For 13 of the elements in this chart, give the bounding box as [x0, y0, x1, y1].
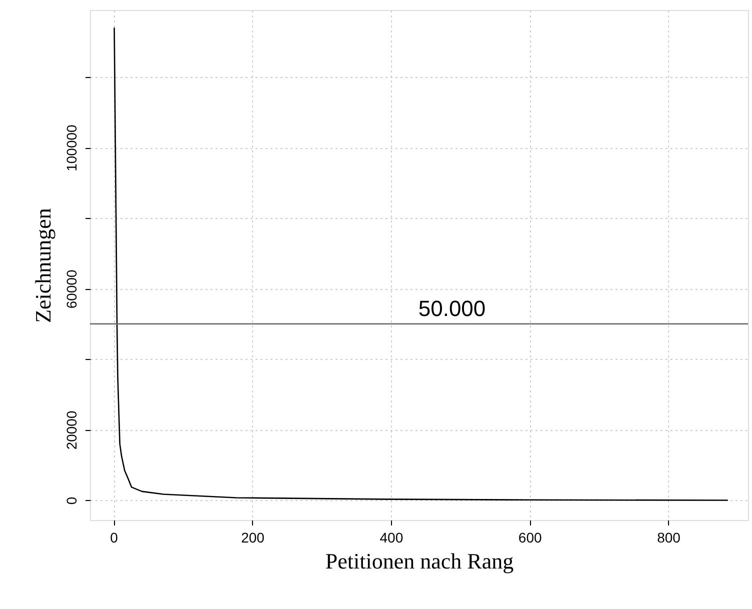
x-tick-label: 0 [110, 530, 118, 546]
y-tick-label: 60000 [64, 269, 80, 309]
x-axis-title: Petitionen nach Rang [325, 548, 514, 574]
ref-line-label: 50.000 [418, 296, 486, 321]
line-series [114, 26, 729, 501]
y-axis-title: Zeichnungen [30, 208, 56, 323]
y-tick-label: 100000 [64, 124, 80, 172]
x-tick-label: 200 [241, 530, 265, 546]
y-tick-label: 20000 [64, 410, 80, 450]
x-tick-label: 600 [518, 530, 542, 546]
x-tick-label: 800 [657, 530, 681, 546]
x-tick-label: 400 [380, 530, 404, 546]
y-tick-label: 0 [64, 496, 80, 505]
